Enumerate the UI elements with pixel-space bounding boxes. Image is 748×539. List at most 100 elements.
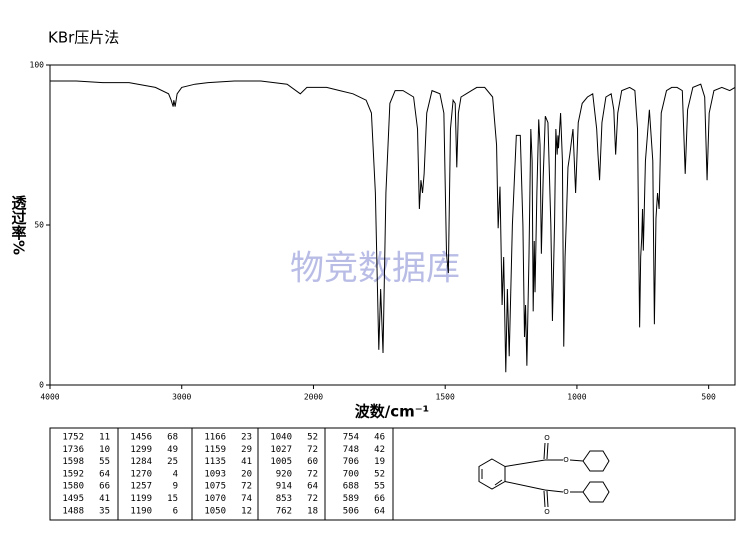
peak-wavenumber: 589 xyxy=(343,494,359,504)
peak-transmittance: 10 xyxy=(99,445,110,455)
atom-label: O xyxy=(563,488,569,496)
peak-wavenumber: 688 xyxy=(343,482,359,492)
atom-label: O xyxy=(563,456,569,464)
peak-transmittance: 15 xyxy=(167,494,178,504)
peak-wavenumber: 1093 xyxy=(204,469,226,479)
peak-wavenumber: 706 xyxy=(343,457,359,467)
peak-wavenumber: 1736 xyxy=(62,445,84,455)
peak-transmittance: 68 xyxy=(167,433,178,443)
peak-wavenumber: 1199 xyxy=(130,494,152,504)
peak-wavenumber: 1592 xyxy=(62,469,84,479)
peak-wavenumber: 1284 xyxy=(130,457,152,467)
peak-wavenumber: 506 xyxy=(343,506,359,516)
y-tick-label: 100 xyxy=(30,61,45,70)
peak-transmittance: 72 xyxy=(307,469,318,479)
peak-transmittance: 19 xyxy=(374,457,385,467)
x-tick-label: 500 xyxy=(701,393,716,402)
peak-transmittance: 55 xyxy=(99,457,110,467)
peak-wavenumber: 700 xyxy=(343,469,359,479)
peak-wavenumber: 1488 xyxy=(62,506,84,516)
peak-transmittance: 41 xyxy=(241,457,252,467)
bond xyxy=(569,459,584,462)
bond xyxy=(504,481,546,491)
peak-transmittance: 20 xyxy=(241,469,252,479)
peak-transmittance: 64 xyxy=(307,482,318,492)
peak-wavenumber: 1050 xyxy=(204,506,226,516)
peak-wavenumber: 1752 xyxy=(62,433,84,443)
x-axis-label: 波数/cm⁻¹ xyxy=(355,403,430,421)
peak-transmittance: 64 xyxy=(374,506,385,516)
peak-transmittance: 55 xyxy=(374,482,385,492)
peak-wavenumber: 1495 xyxy=(62,494,84,504)
peak-wavenumber: 1027 xyxy=(270,445,292,455)
peak-transmittance: 6 xyxy=(173,506,178,516)
peak-transmittance: 35 xyxy=(99,506,110,516)
x-tick-label: 1000 xyxy=(567,393,586,402)
peak-transmittance: 42 xyxy=(374,445,385,455)
peak-transmittance: 4 xyxy=(173,469,178,479)
peak-wavenumber: 1257 xyxy=(130,482,152,492)
peak-wavenumber: 1166 xyxy=(204,433,226,443)
peak-wavenumber: 853 xyxy=(276,494,292,504)
peak-wavenumber: 1075 xyxy=(204,482,226,492)
x-tick-label: 3000 xyxy=(172,393,191,402)
peak-transmittance: 66 xyxy=(374,494,385,504)
bond xyxy=(504,459,546,467)
peak-wavenumber: 1040 xyxy=(270,433,292,443)
peak-transmittance: 41 xyxy=(99,494,110,504)
atom-label: O xyxy=(544,434,550,442)
peak-transmittance: 72 xyxy=(307,494,318,504)
peak-wavenumber: 1005 xyxy=(270,457,292,467)
phenyl-ring xyxy=(582,481,610,503)
spectrum-line xyxy=(50,80,736,373)
bond xyxy=(543,490,546,508)
atom-label: O xyxy=(544,508,550,516)
bond xyxy=(546,442,549,460)
peak-wavenumber: 914 xyxy=(276,482,292,492)
y-axis-label: 透过率% xyxy=(10,195,28,255)
x-tick-label: 2000 xyxy=(304,393,323,402)
peak-transmittance: 72 xyxy=(307,445,318,455)
plot-frame xyxy=(49,64,736,386)
peak-transmittance: 23 xyxy=(241,433,252,443)
peak-transmittance: 25 xyxy=(167,457,178,467)
bond xyxy=(543,442,546,460)
peak-wavenumber: 1135 xyxy=(204,457,226,467)
structure xyxy=(478,442,610,508)
peak-wavenumber: 1580 xyxy=(62,482,84,492)
peak-wavenumber: 1159 xyxy=(204,445,226,455)
peak-transmittance: 52 xyxy=(307,433,318,443)
peak-transmittance: 9 xyxy=(173,482,178,492)
bond xyxy=(494,479,503,486)
watermark: 物竞数据库 xyxy=(290,249,460,289)
peak-transmittance: 74 xyxy=(241,494,252,504)
peak-transmittance: 52 xyxy=(374,469,385,479)
peak-transmittance: 60 xyxy=(307,457,318,467)
y-tick-label: 0 xyxy=(39,381,44,390)
peak-wavenumber: 748 xyxy=(343,445,359,455)
peak-wavenumber: 1598 xyxy=(62,457,84,467)
peak-wavenumber: 1190 xyxy=(130,506,152,516)
bond xyxy=(544,489,564,493)
peak-transmittance: 29 xyxy=(241,445,252,455)
peak-wavenumber: 1070 xyxy=(204,494,226,504)
peak-wavenumber: 754 xyxy=(343,433,359,443)
title: KBr压片法 xyxy=(48,29,119,47)
peak-wavenumber: 762 xyxy=(276,506,292,516)
x-tick-label: 4000 xyxy=(40,393,59,402)
peak-transmittance: 72 xyxy=(241,482,252,492)
peak-transmittance: 64 xyxy=(99,469,110,479)
bond xyxy=(546,490,549,508)
phenyl-ring xyxy=(582,450,610,472)
peak-transmittance: 46 xyxy=(374,433,385,443)
peak-transmittance: 11 xyxy=(99,433,110,443)
peak-transmittance: 66 xyxy=(99,482,110,492)
y-tick-label: 50 xyxy=(34,221,44,230)
x-tick-label: 1500 xyxy=(436,393,455,402)
peak-wavenumber: 1456 xyxy=(130,433,152,443)
peak-wavenumber: 1270 xyxy=(130,469,152,479)
benzene-ring xyxy=(478,458,506,490)
peak-wavenumber: 1299 xyxy=(130,445,152,455)
peak-wavenumber: 920 xyxy=(276,469,292,479)
